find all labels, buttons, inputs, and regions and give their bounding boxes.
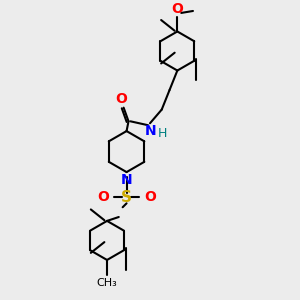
Text: O: O <box>97 190 109 205</box>
Text: O: O <box>144 190 156 205</box>
Text: N: N <box>121 173 132 187</box>
Text: CH₃: CH₃ <box>97 278 117 287</box>
Text: S: S <box>121 190 132 205</box>
Text: H: H <box>158 127 167 140</box>
Text: O: O <box>171 2 183 16</box>
Text: O: O <box>115 92 127 106</box>
Text: N: N <box>145 124 157 138</box>
